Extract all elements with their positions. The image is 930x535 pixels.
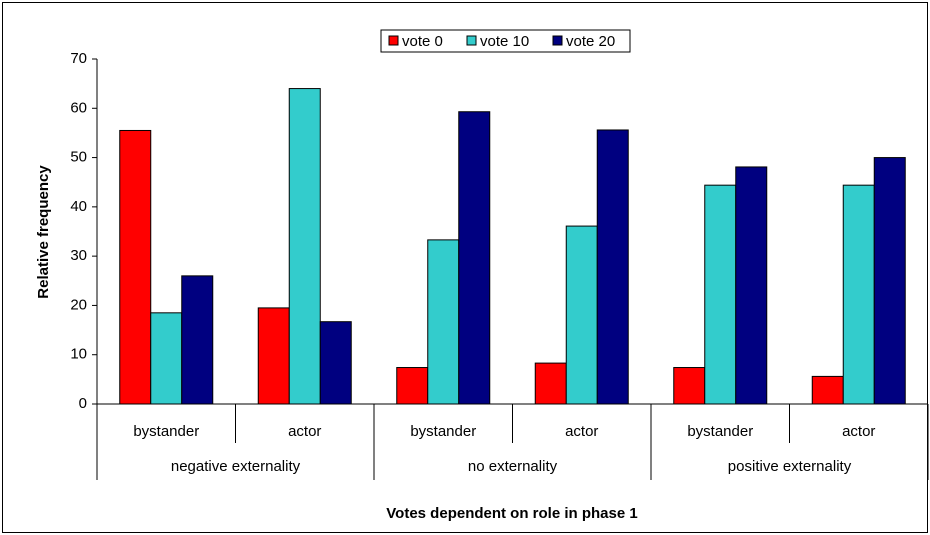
y-tick-label: 60 — [70, 99, 87, 116]
bar — [735, 166, 768, 405]
legend-box — [380, 29, 631, 53]
bar — [119, 129, 152, 405]
bar — [181, 275, 214, 405]
bar — [704, 184, 737, 405]
group-label: negative externality — [171, 458, 301, 475]
bar — [458, 111, 491, 405]
group-label: positive externality — [728, 458, 852, 475]
bar — [811, 375, 844, 405]
bar — [873, 157, 906, 405]
y-tick-label: 20 — [70, 296, 87, 313]
y-axis-title: Relative frequency — [35, 165, 52, 299]
bar — [596, 129, 629, 405]
bar — [396, 367, 429, 405]
bar — [534, 362, 567, 405]
x-tick-label: bystander — [687, 423, 753, 440]
legend-swatch — [552, 35, 563, 46]
x-tick-label: actor — [288, 423, 321, 440]
x-tick-label: actor — [842, 423, 875, 440]
bar — [427, 239, 460, 405]
bar — [673, 367, 706, 405]
legend-label: vote 20 — [566, 33, 615, 50]
group-label: no externality — [468, 458, 558, 475]
y-tick-label: 10 — [70, 346, 87, 363]
y-tick-label: 50 — [70, 149, 87, 166]
bar — [150, 312, 183, 405]
legend-label: vote 10 — [480, 33, 529, 50]
x-tick-label: bystander — [133, 423, 199, 440]
bar — [288, 88, 321, 405]
x-tick-label: bystander — [410, 423, 476, 440]
legend-swatch — [388, 35, 399, 46]
legend-label: vote 0 — [402, 33, 443, 50]
bar — [842, 184, 875, 405]
bar — [565, 225, 598, 405]
y-tick-label: 70 — [70, 50, 87, 67]
y-tick-label: 30 — [70, 247, 87, 264]
x-tick-label: actor — [565, 423, 598, 440]
y-tick-label: 40 — [70, 198, 87, 215]
y-tick-label: 0 — [79, 395, 87, 412]
bar — [257, 307, 290, 405]
bar — [319, 321, 352, 405]
x-axis-title: Votes dependent on role in phase 1 — [386, 505, 637, 522]
legend-swatch — [466, 35, 477, 46]
